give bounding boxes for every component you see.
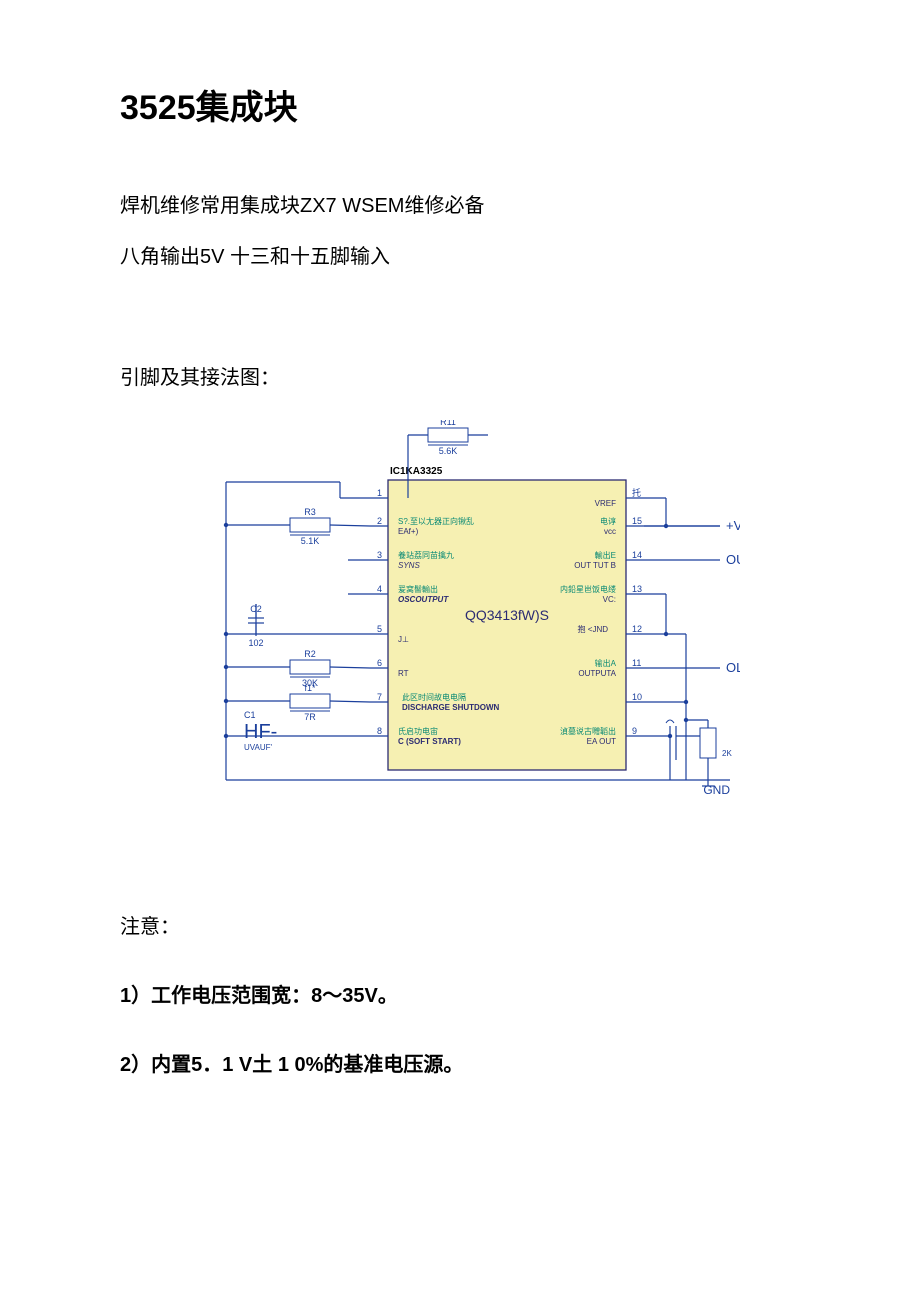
diagram-section-label: 引脚及其接法图： bbox=[120, 361, 800, 390]
notes-heading: 注意： bbox=[120, 910, 800, 939]
svg-text:爰窝髻輸出: 爰窝髻輸出 bbox=[398, 584, 438, 594]
note-1: 1）工作电压范围宽：8〜35V。 bbox=[120, 979, 800, 1008]
svg-text:J⊥: J⊥ bbox=[398, 635, 409, 644]
svg-text:6: 6 bbox=[377, 658, 382, 668]
svg-text:DISCHARGE SHUTDOWN: DISCHARGE SHUTDOWN bbox=[402, 703, 500, 712]
svg-text:輸出E: 輸出E bbox=[595, 550, 616, 560]
page-title: 3525集成块 bbox=[120, 80, 800, 129]
svg-text:13: 13 bbox=[632, 584, 642, 594]
svg-text:14: 14 bbox=[632, 550, 642, 560]
svg-text:+V: +V bbox=[726, 518, 740, 533]
svg-text:HF-: HF- bbox=[244, 721, 277, 743]
svg-text:9: 9 bbox=[632, 726, 637, 736]
svg-text:内鉛星岜饭电缕: 内鉛星岜饭电缕 bbox=[560, 584, 616, 594]
svg-text:2: 2 bbox=[377, 516, 382, 526]
svg-text:UVAUF': UVAUF' bbox=[244, 743, 273, 752]
svg-text:15: 15 bbox=[632, 516, 642, 526]
svg-text:C (SOFT START): C (SOFT START) bbox=[398, 737, 461, 746]
svg-text:GND: GND bbox=[703, 783, 730, 797]
svg-text:OUT TUT B: OUT TUT B bbox=[574, 561, 616, 570]
svg-text:VC:: VC: bbox=[603, 595, 616, 604]
svg-text:EAf+): EAf+) bbox=[398, 527, 419, 536]
svg-text:5.1K: 5.1K bbox=[301, 536, 320, 546]
svg-text:氏启功电宙: 氏启功电宙 bbox=[398, 726, 438, 736]
svg-text:8: 8 bbox=[377, 726, 382, 736]
note-2: 2）内置5．1 V土 1 0%的基准电压源。 bbox=[120, 1048, 800, 1077]
svg-text:C1: C1 bbox=[244, 710, 256, 720]
svg-text:3: 3 bbox=[377, 550, 382, 560]
intro-line-1: 焊机维修常用集成块ZX7 WSEM维修必备 bbox=[120, 189, 800, 218]
svg-text:R11: R11 bbox=[440, 420, 456, 427]
svg-text:10: 10 bbox=[632, 692, 642, 702]
svg-text:湞墓说古囎韜出: 湞墓说古囎韜出 bbox=[560, 726, 616, 736]
svg-text:5: 5 bbox=[377, 624, 382, 634]
svg-text:OLITB: OLITB bbox=[726, 660, 740, 675]
svg-text:输出A: 输出A bbox=[595, 658, 617, 668]
svg-text:RT: RT bbox=[398, 669, 409, 678]
svg-text:1: 1 bbox=[377, 488, 382, 498]
svg-text:EA OUT: EA OUT bbox=[587, 737, 616, 746]
svg-text:2K: 2K bbox=[722, 749, 732, 758]
intro-line-2: 八角输出5V 十三和十五脚输入 bbox=[120, 240, 800, 269]
svg-text:抱 <JND: 抱 <JND bbox=[578, 624, 609, 634]
svg-text:OUTPUTA: OUTPUTA bbox=[578, 669, 616, 678]
pinout-diagram: IC1KA3325 QQ3413fW)S 抱 <JND 此区时间故电电隔DISCHAR… bbox=[180, 420, 740, 840]
svg-text:7: 7 bbox=[377, 692, 382, 702]
svg-text:托: 托 bbox=[632, 487, 641, 498]
svg-text:QQ3413fW)S: QQ3413fW)S bbox=[465, 607, 549, 623]
svg-text:R3: R3 bbox=[304, 507, 316, 517]
svg-text:R2: R2 bbox=[304, 649, 316, 659]
svg-text:f1*: f1* bbox=[304, 683, 316, 693]
svg-text:SYNS: SYNS bbox=[398, 561, 420, 570]
svg-text:此区时间故电电隔: 此区时间故电电隔 bbox=[402, 692, 466, 702]
svg-text:OUT A: OUT A bbox=[726, 552, 740, 567]
svg-text:11: 11 bbox=[632, 658, 641, 668]
svg-text:102: 102 bbox=[248, 638, 263, 648]
svg-text:vcc: vcc bbox=[604, 527, 616, 536]
svg-text:12: 12 bbox=[632, 624, 642, 634]
svg-text:5.6K: 5.6K bbox=[439, 446, 458, 456]
svg-text:IC1KA3325: IC1KA3325 bbox=[390, 466, 443, 477]
svg-text:7R: 7R bbox=[304, 712, 316, 722]
svg-text:S?.至以尢器正向锹乱: S?.至以尢器正向锹乱 bbox=[398, 516, 474, 526]
svg-text:电谆: 电谆 bbox=[600, 516, 616, 526]
svg-text:4: 4 bbox=[377, 584, 382, 594]
svg-text:VREF: VREF bbox=[595, 499, 616, 508]
svg-text:OSCOUTPUT: OSCOUTPUT bbox=[398, 595, 449, 604]
svg-text:養站荔同苗擒九: 養站荔同苗擒九 bbox=[398, 550, 454, 560]
